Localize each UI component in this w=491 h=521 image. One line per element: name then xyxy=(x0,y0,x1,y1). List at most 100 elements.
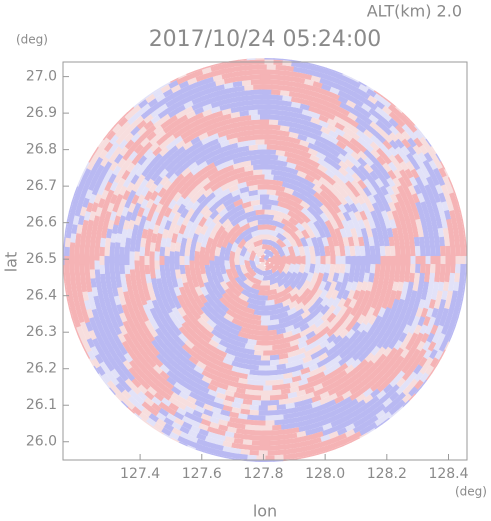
radar-cell xyxy=(389,139,400,151)
radar-cell xyxy=(228,137,240,145)
radar-cell xyxy=(155,411,167,422)
radar-cell xyxy=(420,218,428,230)
radar-cell xyxy=(190,374,202,385)
radar-cell xyxy=(430,290,438,302)
radar-cell xyxy=(200,170,212,181)
radar-cell xyxy=(282,278,293,290)
radar-cell xyxy=(350,79,362,89)
radar-cell xyxy=(393,169,403,181)
radar-cell xyxy=(337,203,348,215)
radar-cell xyxy=(454,236,461,248)
radar-cell xyxy=(230,365,242,373)
radar-cell xyxy=(349,202,359,215)
radar-cell xyxy=(315,254,321,266)
radar-cell xyxy=(347,236,355,248)
radar-cell xyxy=(91,171,101,183)
radar-cell xyxy=(209,378,221,388)
radar-cell xyxy=(235,346,247,354)
radar-cell xyxy=(420,254,426,266)
radar-cell xyxy=(368,108,380,118)
radar-cell xyxy=(339,245,346,257)
radar-cell xyxy=(272,215,284,224)
radar-cell xyxy=(290,178,302,188)
radar-cell xyxy=(345,328,356,340)
radar-cell xyxy=(266,189,278,196)
radar-cell xyxy=(99,263,106,275)
radar-cell xyxy=(373,315,383,327)
radar-cell xyxy=(257,64,268,70)
radar-cell xyxy=(414,263,421,275)
radar-cell xyxy=(260,194,270,200)
radar-cell xyxy=(93,214,101,226)
radar-cell xyxy=(344,152,356,163)
radar-cell xyxy=(359,414,372,424)
radar-cell xyxy=(347,106,359,116)
radar-cell xyxy=(436,307,444,319)
radar-cell xyxy=(363,337,374,349)
radar-cell xyxy=(375,170,386,182)
radar-cell xyxy=(298,328,310,338)
radar-cell xyxy=(211,142,223,152)
radar-cell xyxy=(91,357,101,369)
radar-cell xyxy=(273,99,284,106)
radar-cell xyxy=(382,369,393,381)
radar-cell xyxy=(118,344,128,356)
radar-cell xyxy=(296,170,308,180)
radar-cell xyxy=(118,393,129,404)
radar-cell xyxy=(150,170,161,182)
radar-cell xyxy=(172,375,184,385)
radar-cell xyxy=(197,422,209,432)
radar-cell xyxy=(334,439,346,448)
radar-cell xyxy=(118,214,127,226)
radar-cell xyxy=(147,412,159,423)
radar-cell xyxy=(212,396,224,405)
radar-cell xyxy=(299,414,311,422)
radar-cell xyxy=(250,282,262,291)
radar-cell xyxy=(165,140,177,151)
radar-cell xyxy=(382,147,394,159)
radar-cell xyxy=(316,408,328,417)
radar-cell xyxy=(182,227,191,240)
radar-cell xyxy=(85,281,93,293)
y-axis-label: lat xyxy=(2,252,21,273)
radar-cell xyxy=(174,268,182,279)
radar-cell xyxy=(184,72,196,81)
radar-cell xyxy=(359,210,368,222)
radar-cell xyxy=(210,100,222,109)
radar-cell xyxy=(321,428,333,437)
radar-cell xyxy=(313,212,324,224)
radar-cell xyxy=(257,219,268,225)
radar-cell xyxy=(121,303,130,315)
radar-cell xyxy=(233,307,245,317)
radar-cell xyxy=(412,144,423,156)
radar-cell xyxy=(255,299,266,306)
radar-cell xyxy=(363,171,374,183)
radar-cell xyxy=(270,344,282,351)
radar-cell xyxy=(433,209,441,221)
radar-cell xyxy=(275,64,286,71)
radar-cell xyxy=(208,416,220,424)
radar-cell xyxy=(228,411,240,419)
radar-cell xyxy=(75,277,82,288)
radar-cell xyxy=(361,102,373,113)
radar-cell xyxy=(353,98,365,108)
radar-cell xyxy=(428,348,438,361)
radar-cell xyxy=(429,236,436,248)
radar-cell xyxy=(113,184,122,197)
radar-cell xyxy=(444,299,452,311)
radar-cell xyxy=(394,362,406,374)
radar-cell xyxy=(459,272,466,284)
radar-cell xyxy=(199,245,206,257)
radar-cell xyxy=(419,372,430,384)
radar-cell xyxy=(90,163,100,175)
radar-cell xyxy=(440,184,449,196)
radar-cell xyxy=(286,391,298,399)
radar-cell xyxy=(344,350,356,362)
radar-cell xyxy=(422,281,430,293)
radar-cell xyxy=(391,298,400,310)
radar-cell xyxy=(447,227,455,239)
radar-cell xyxy=(435,290,443,302)
radar-cell xyxy=(79,255,85,265)
radar-cell xyxy=(422,315,431,328)
radar-cell xyxy=(255,179,266,185)
